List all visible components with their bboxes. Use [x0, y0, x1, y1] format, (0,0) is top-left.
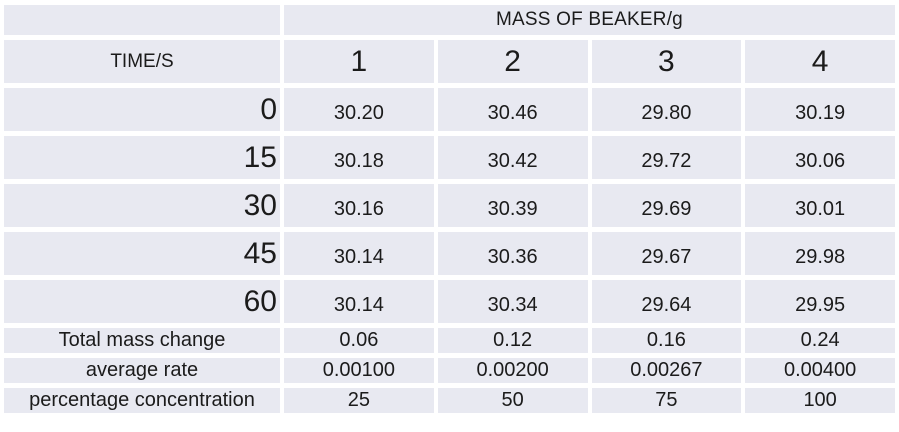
summary-label: Total mass change	[4, 328, 280, 353]
summary-label: average rate	[4, 358, 280, 383]
time-value: 0	[4, 88, 280, 131]
mass-value: 30.14	[284, 232, 434, 275]
table-row-time-30: 30 30.16 30.39 29.69 30.01	[4, 184, 895, 227]
summary-label: percentage concentration	[4, 388, 280, 413]
mass-value: 30.14	[284, 280, 434, 323]
mass-value: 29.69	[591, 184, 742, 227]
table-row-time-60: 60 30.14 30.34 29.64 29.95	[4, 280, 895, 323]
average-rate-value: 0.00200	[437, 358, 588, 383]
corner-empty-cell	[4, 5, 280, 35]
total-mass-change-value: 0.16	[591, 328, 742, 353]
percentage-concentration-value: 75	[591, 388, 742, 413]
table-row-time-15: 15 30.18 30.42 29.72 30.06	[4, 136, 895, 179]
average-rate-value: 0.00100	[284, 358, 434, 383]
mass-value: 29.72	[591, 136, 742, 179]
average-rate-value: 0.00267	[591, 358, 742, 383]
percentage-concentration-value: 50	[437, 388, 588, 413]
time-value: 30	[4, 184, 280, 227]
mass-value: 30.34	[437, 280, 588, 323]
mass-value: 30.46	[437, 88, 588, 131]
table-row-total-mass-change: Total mass change 0.06 0.12 0.16 0.24	[4, 328, 895, 353]
time-value: 60	[4, 280, 280, 323]
table-row-time-45: 45 30.14 30.36 29.67 29.98	[4, 232, 895, 275]
table-row-average-rate: average rate 0.00100 0.00200 0.00267 0.0…	[4, 358, 895, 383]
table-row-percentage-concentration: percentage concentration 25 50 75 100	[4, 388, 895, 413]
beaker-1-header: 1	[284, 40, 434, 83]
mass-value: 30.20	[284, 88, 434, 131]
mass-value: 30.18	[284, 136, 434, 179]
percentage-concentration-value: 25	[284, 388, 434, 413]
beaker-4-header: 4	[745, 40, 895, 83]
mass-value: 29.98	[745, 232, 895, 275]
time-value: 15	[4, 136, 280, 179]
mass-value: 29.67	[591, 232, 742, 275]
percentage-concentration-value: 100	[745, 388, 895, 413]
total-mass-change-value: 0.12	[437, 328, 588, 353]
total-mass-change-value: 0.06	[284, 328, 434, 353]
table-row-header: MASS OF BEAKER/g	[4, 5, 895, 35]
table-row-beaker-numbers: TIME/S 1 2 3 4	[4, 40, 895, 83]
mass-value: 30.36	[437, 232, 588, 275]
table-row-time-0: 0 30.20 30.46 29.80 30.19	[4, 88, 895, 131]
beaker-3-header: 3	[591, 40, 742, 83]
mass-of-beaker-table: MASS OF BEAKER/g TIME/S 1 2 3 4 0 30.20 …	[4, 5, 895, 413]
mass-value: 30.42	[437, 136, 588, 179]
mass-value: 29.64	[591, 280, 742, 323]
beaker-2-header: 2	[437, 40, 588, 83]
time-column-header: TIME/S	[4, 40, 280, 83]
mass-value: 30.16	[284, 184, 434, 227]
mass-of-beaker-header: MASS OF BEAKER/g	[284, 5, 895, 35]
mass-value: 30.19	[745, 88, 895, 131]
mass-value: 30.06	[745, 136, 895, 179]
time-value: 45	[4, 232, 280, 275]
average-rate-value: 0.00400	[745, 358, 895, 383]
total-mass-change-value: 0.24	[745, 328, 895, 353]
mass-value: 30.39	[437, 184, 588, 227]
mass-value: 30.01	[745, 184, 895, 227]
mass-value: 29.80	[591, 88, 742, 131]
mass-value: 29.95	[745, 280, 895, 323]
